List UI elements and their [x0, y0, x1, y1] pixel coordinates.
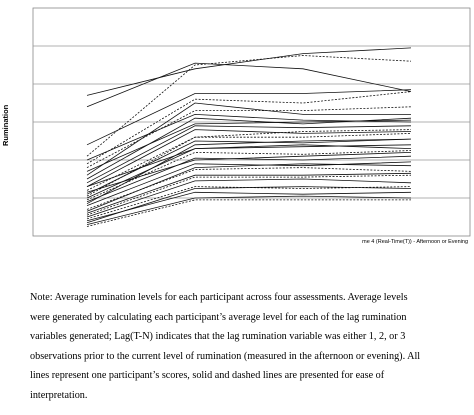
- series-line-23: [86, 195, 412, 225]
- note-line-1: Note: Average rumination levels for each…: [30, 292, 408, 303]
- series-line-28: [86, 138, 412, 205]
- note-line-5: lines represent one participant’s scores…: [30, 370, 385, 381]
- series-line-8: [86, 106, 412, 168]
- series-line-25: [86, 144, 412, 187]
- series-line-22: [86, 191, 412, 222]
- series-line-20: [86, 178, 412, 218]
- series-line-19: [86, 172, 412, 214]
- x-axis-label: me 4 (Real-Time(T)) - Afternoon or Eveni…: [362, 239, 468, 245]
- series-line-4: [86, 91, 412, 165]
- series-line-3: [86, 47, 412, 96]
- series-line-1: [86, 62, 412, 108]
- series-line-14: [86, 144, 412, 199]
- series-line-30: [86, 174, 412, 216]
- note-line-4: observations prior to the current level …: [30, 350, 421, 362]
- series-line-12: [86, 129, 412, 191]
- series-line-32: [86, 119, 412, 172]
- series-line-15: [86, 150, 412, 201]
- figure-note: Note: Average rumination levels for each…: [30, 288, 460, 405]
- series-line-11: [86, 129, 412, 187]
- series-line-17: [86, 161, 412, 206]
- chart: Rumination me 4 (Real-Time(T)) - Afterno…: [1, 7, 471, 245]
- series-line-24: [86, 199, 411, 227]
- note-line-3: variables generated; Lag(T-N) indicates …: [30, 331, 406, 342]
- series-line-16: [86, 155, 412, 203]
- chart-plot: [32, 7, 471, 237]
- series-line-27: [86, 133, 412, 197]
- series-line-26: [86, 152, 412, 193]
- note-line-6: interpretation.: [30, 389, 88, 401]
- series-line-31: [86, 186, 412, 224]
- note-line-2: were generated by calculating each parti…: [30, 311, 407, 323]
- series-line-10: [86, 125, 412, 184]
- series-line-5: [86, 89, 412, 146]
- series-line-29: [86, 163, 412, 212]
- y-axis-label: Rumination: [1, 104, 10, 146]
- series-line-2: [86, 55, 412, 157]
